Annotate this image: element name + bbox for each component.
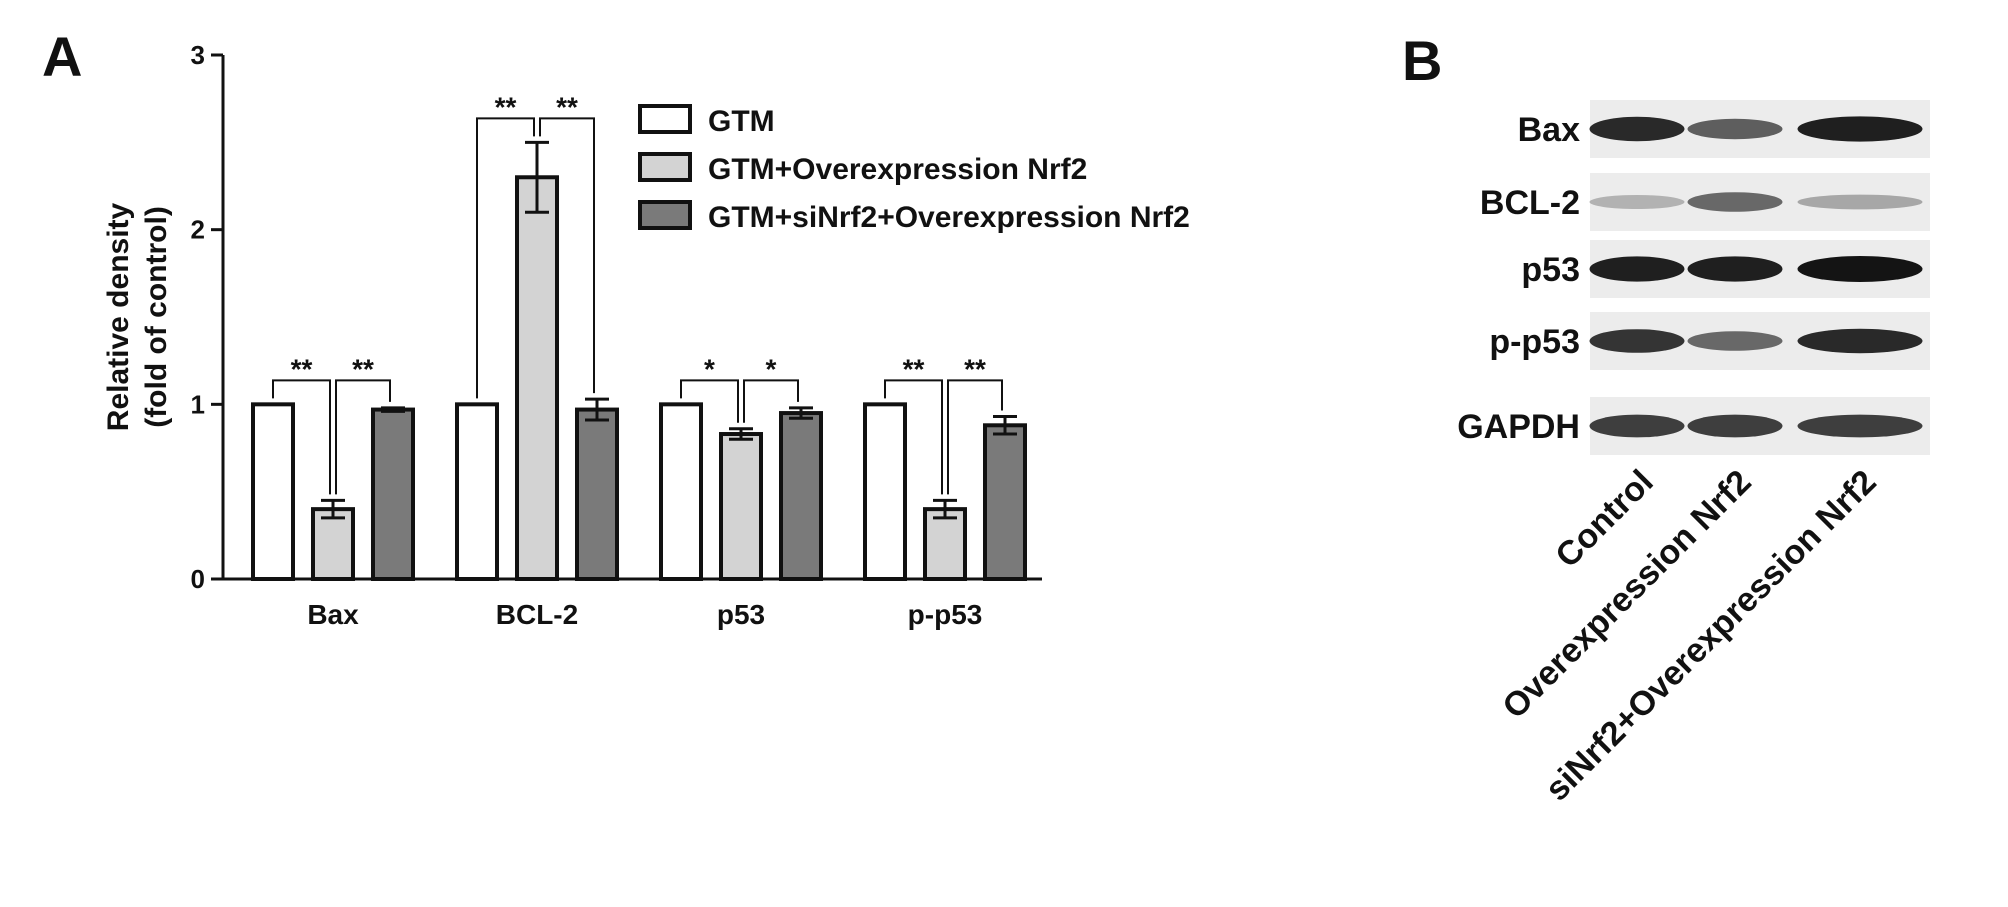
significance-bracket bbox=[680, 379, 739, 423]
blot-band-BCL-2-2 bbox=[1797, 194, 1923, 210]
blot-band-GAPDH-0 bbox=[1589, 414, 1685, 438]
blot-row-label: GAPDH bbox=[1457, 408, 1580, 446]
legend: GTM GTM+Overexpression Nrf2 GTM+siNrf2+Ove… bbox=[638, 104, 1190, 234]
legend-swatch bbox=[638, 152, 692, 182]
blot-row-label: Bax bbox=[1518, 111, 1580, 149]
bar-Bax-2 bbox=[371, 407, 415, 581]
significance-label: ** bbox=[964, 353, 986, 384]
blot-band-Bax-1 bbox=[1687, 118, 1783, 140]
x-tick-label: p-p53 bbox=[908, 599, 983, 630]
blot-band-BCL-2-0 bbox=[1589, 195, 1685, 209]
significance-bracket bbox=[539, 117, 595, 394]
bar-BCL-2-1 bbox=[515, 175, 559, 581]
blot-band-p53-1 bbox=[1687, 256, 1783, 282]
significance-bracket bbox=[884, 379, 943, 495]
bar-Bax-1 bbox=[311, 507, 355, 581]
significance-label: ** bbox=[903, 353, 925, 384]
legend-label: GTM+siNrf2+Overexpression Nrf2 bbox=[708, 201, 1190, 234]
x-tick-label: Bax bbox=[307, 599, 359, 630]
bar-p-p53-1 bbox=[923, 507, 967, 581]
western-blot: BaxBCL-2p53p-p53GAPDHControlOverexpressi… bbox=[1457, 100, 1930, 808]
bar-p-p53-2 bbox=[983, 423, 1027, 581]
bar-p-p53-0 bbox=[863, 402, 907, 582]
significance-bracket bbox=[335, 379, 391, 495]
x-axis: Bax BCL-2 p53 p-p53 bbox=[307, 599, 982, 630]
significance-bracket bbox=[272, 379, 331, 495]
blot-row-label: p53 bbox=[1521, 251, 1580, 289]
y-tick-label: 0 bbox=[191, 564, 205, 594]
blot-band-GAPDH-1 bbox=[1687, 414, 1783, 438]
significance-brackets: ** **** *** * ** ** bbox=[272, 91, 1003, 495]
significance-label: ** bbox=[556, 91, 578, 122]
bar-p53-1 bbox=[719, 432, 763, 581]
y-axis-title: Relative density (fold of control) bbox=[102, 202, 173, 431]
legend-label: GTM bbox=[708, 105, 775, 138]
y-tick-label: 1 bbox=[191, 389, 205, 419]
bar-p53-2 bbox=[779, 411, 823, 582]
blot-band-p53-0 bbox=[1589, 256, 1685, 282]
blot-band-BCL-2-1 bbox=[1687, 192, 1783, 212]
blot-row-label: BCL-2 bbox=[1480, 184, 1580, 222]
significance-label: * bbox=[704, 353, 715, 384]
blot-band-p-p53-0 bbox=[1589, 329, 1685, 353]
bar-group bbox=[251, 140, 1027, 582]
significance-bracket bbox=[743, 379, 799, 423]
bar-Bax-0 bbox=[251, 402, 295, 582]
panel-label-b: B bbox=[1402, 29, 1442, 92]
blot-band-GAPDH-2 bbox=[1797, 414, 1923, 438]
significance-label: ** bbox=[291, 353, 313, 384]
significance-label: * bbox=[766, 353, 777, 384]
significance-bracket bbox=[476, 117, 535, 399]
y-tick-label: 3 bbox=[191, 40, 205, 70]
x-tick-label: p53 bbox=[717, 599, 765, 630]
y-axis-title-line: (fold of control) bbox=[140, 206, 173, 428]
significance-label: ** bbox=[352, 353, 374, 384]
blot-band-Bax-2 bbox=[1797, 116, 1923, 142]
legend-label: GTM+Overexpression Nrf2 bbox=[708, 153, 1087, 186]
y-tick-label: 2 bbox=[191, 215, 205, 245]
y-axis-title-line: Relative density bbox=[102, 202, 135, 431]
blot-band-p53-2 bbox=[1797, 256, 1923, 282]
significance-label: ** bbox=[495, 91, 517, 122]
blot-band-p-p53-1 bbox=[1687, 331, 1783, 351]
legend-swatch bbox=[638, 200, 692, 230]
blot-band-p-p53-2 bbox=[1797, 328, 1923, 354]
x-tick-label: BCL-2 bbox=[496, 599, 578, 630]
blot-row-label: p-p53 bbox=[1489, 323, 1580, 361]
significance-bracket bbox=[947, 379, 1003, 495]
panel-label-a: A bbox=[42, 25, 82, 88]
legend-swatch bbox=[638, 104, 692, 134]
bar-p53-0 bbox=[659, 402, 703, 582]
bar-BCL-2-2 bbox=[575, 407, 619, 581]
bar-BCL-2-0 bbox=[455, 402, 499, 582]
blot-band-Bax-0 bbox=[1589, 116, 1685, 142]
